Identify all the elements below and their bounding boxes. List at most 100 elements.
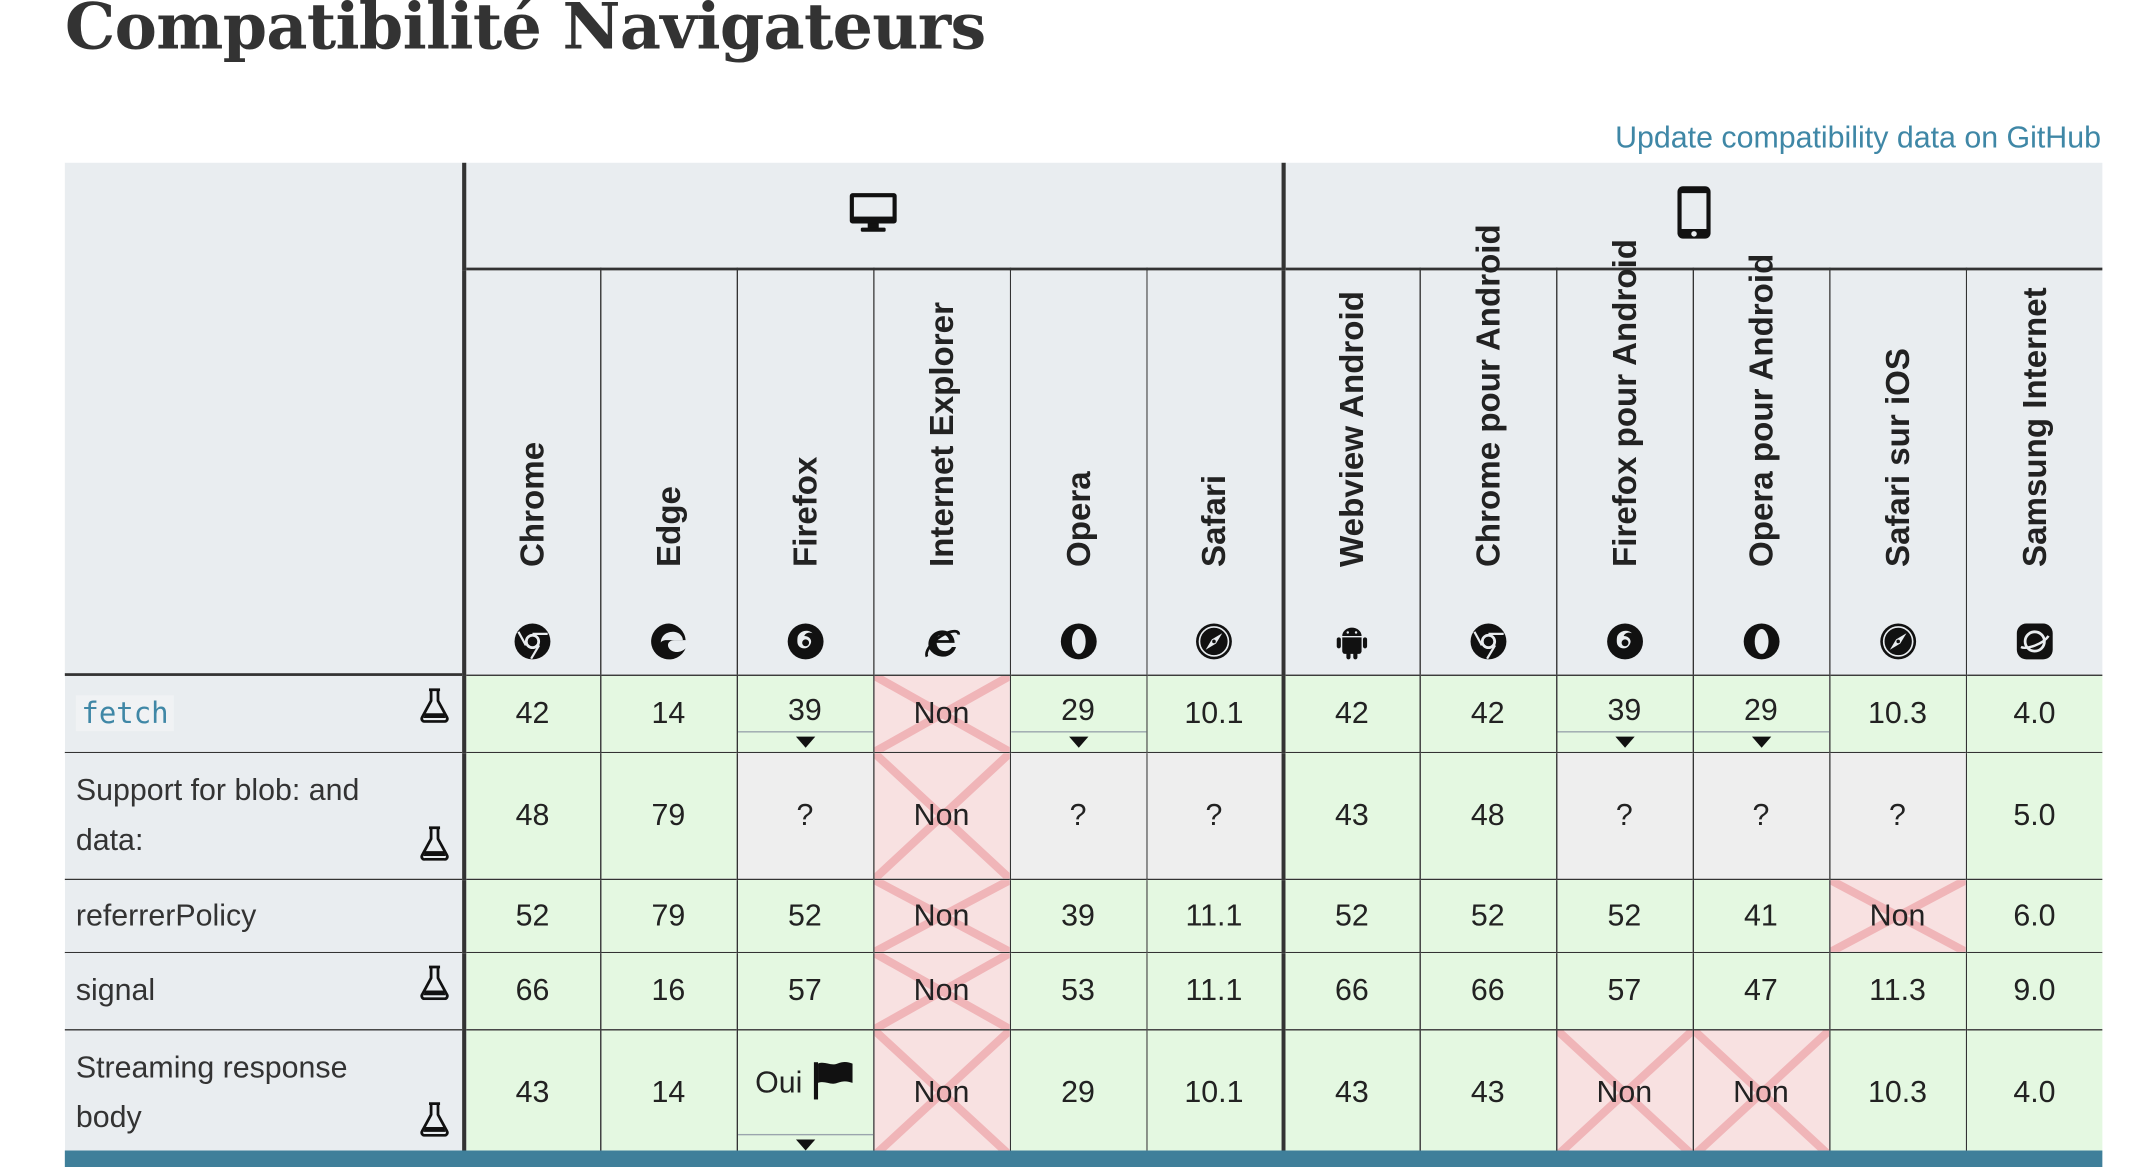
support-cell: 52 [461, 878, 601, 952]
browser-header-chrome-pour-android: Chrome pour Android [1418, 224, 1557, 676]
support-cell: 43 [461, 1028, 601, 1155]
browser-name: Opera [1060, 470, 1098, 567]
samsung-internet-icon [2015, 621, 2054, 660]
browser-header-firefox-pour-android: Firefox pour Android [1555, 238, 1693, 676]
support-cell: Non [1555, 1028, 1693, 1155]
support-value: 47 [1744, 972, 1778, 1008]
support-value: Non [913, 1074, 970, 1109]
edge-icon [649, 621, 688, 660]
support-cell: 53 [1009, 951, 1147, 1030]
support-cell: 10.3 [1828, 673, 1966, 752]
note-divider [738, 1133, 873, 1136]
browser-header-safari: Safari [1145, 269, 1283, 676]
support-cell: 10.1 [1145, 673, 1283, 752]
support-cell: 4.0 [1965, 1028, 2103, 1155]
support-value: Non [913, 897, 970, 932]
expand-notes-arrow-icon[interactable] [795, 735, 815, 747]
support-cell: 66 [1280, 951, 1420, 1030]
support-cell: 43 [1280, 1028, 1420, 1155]
support-value: 9.0 [2013, 972, 2056, 1008]
support-cell: 42 [461, 673, 601, 752]
support-cell: 10.1 [1145, 1028, 1283, 1155]
support-value: 52 [1607, 897, 1642, 932]
platform-desktop [461, 162, 1283, 271]
support-cell: 42 [1418, 673, 1557, 752]
feature-name-cell: Support for blob: and data: [64, 751, 464, 879]
support-value: 14 [651, 695, 686, 730]
support-value: 52 [515, 897, 550, 932]
browser-header-internet-explorer: Internet Explorer [872, 269, 1010, 676]
support-cell[interactable]: 39 [1555, 673, 1693, 752]
support-value: 66 [1335, 972, 1369, 1008]
support-value: 29 [1061, 1074, 1095, 1109]
support-cell: 42 [1280, 673, 1420, 752]
support-value: 48 [515, 797, 550, 832]
support-cell: 52 [1280, 878, 1420, 952]
browser-name: Edge [650, 485, 688, 567]
browser-name-wrap: Internet Explorer [921, 274, 962, 605]
support-cell: 29 [1009, 1028, 1147, 1155]
support-cell: 52 [1555, 878, 1693, 952]
support-cell: 10.3 [1828, 1028, 1966, 1155]
support-value: 66 [1470, 972, 1505, 1008]
support-value: 79 [651, 897, 686, 932]
browser-name: Opera pour Android [1742, 252, 1781, 567]
browser-header-opera: Opera [1009, 269, 1147, 676]
flag-icon [811, 1059, 855, 1109]
support-cell[interactable]: 29 [1691, 673, 1830, 752]
experimental-flask-icon [417, 824, 450, 861]
support-value: ? [796, 797, 814, 832]
feature-code-link[interactable]: fetch [75, 695, 175, 732]
browser-name-wrap: Safari [1193, 274, 1234, 605]
feature-row: Support for blob: and data: 48 79? Non?? 43 4… [64, 751, 2103, 879]
expand-notes-arrow-icon[interactable] [1751, 735, 1771, 747]
support-cell: Non [872, 751, 1010, 879]
browser-name: Chrome [514, 441, 552, 567]
note-divider [1011, 730, 1146, 732]
support-cell: 57 [735, 951, 874, 1030]
browser-compat-table: Chrome Edge Firefox Internet Explorer Opera S… [64, 162, 2103, 1155]
browser-name-wrap: Chrome pour Android [1467, 224, 1508, 605]
browser-header-firefox: Firefox [735, 269, 874, 676]
browser-header-opera-pour-android: Opera pour Android [1691, 253, 1830, 676]
compat-table-body: fetch 42 14 39 Non 29 10.1 42 42 39 29 10.3 4.0 Suppo… [64, 673, 2103, 1155]
support-value: 4.0 [2013, 695, 2056, 730]
support-cell: 11.3 [1828, 951, 1966, 1030]
browser-header-webview-android: Webview Android [1280, 269, 1420, 676]
support-value: 29 [1744, 692, 1778, 727]
support-cell[interactable]: 29 [1009, 673, 1147, 752]
support-value: 4.0 [2013, 1074, 2056, 1109]
expand-notes-arrow-icon[interactable] [1614, 735, 1635, 747]
support-cell: 39 [1009, 878, 1147, 952]
support-cell: Non [872, 951, 1010, 1030]
support-value: 43 [515, 1074, 550, 1109]
internet-explorer-icon [922, 621, 961, 660]
feature-label: referrerPolicy [75, 897, 257, 932]
support-value: 43 [1335, 1074, 1369, 1109]
support-cell: Non [872, 673, 1010, 752]
expand-notes-arrow-icon[interactable] [1068, 735, 1088, 747]
browser-name: Chrome pour Android [1469, 223, 1508, 567]
note-divider [1694, 730, 1829, 732]
expand-notes-arrow-icon[interactable] [795, 1139, 815, 1151]
support-cell: 43 [1280, 751, 1420, 879]
support-value: Oui [755, 1064, 803, 1099]
github-update-link[interactable]: Update compatibility data on GitHub [1615, 120, 2101, 155]
support-value: 10.3 [1867, 695, 1928, 730]
support-value: 42 [1335, 695, 1369, 730]
support-value: Non [913, 972, 970, 1008]
support-cell[interactable]: Oui [735, 1028, 874, 1155]
support-value: 43 [1470, 1074, 1505, 1109]
header-corner [64, 162, 464, 676]
page-title: Compatibilité Navigateurs [64, 0, 986, 64]
support-value: 6.0 [2013, 897, 2056, 932]
support-cell: 6.0 [1965, 878, 2103, 952]
support-value: 79 [651, 797, 686, 832]
support-cell[interactable]: 39 [735, 673, 874, 752]
browser-name: Safari [1196, 474, 1234, 567]
support-value: Non [913, 695, 970, 730]
support-value: ? [1205, 797, 1223, 832]
support-cell: 43 [1418, 1028, 1557, 1155]
feature-row: Streaming response body 43 14 Oui Non 29 10.1 4… [64, 1028, 2103, 1155]
support-value: 57 [788, 972, 822, 1008]
